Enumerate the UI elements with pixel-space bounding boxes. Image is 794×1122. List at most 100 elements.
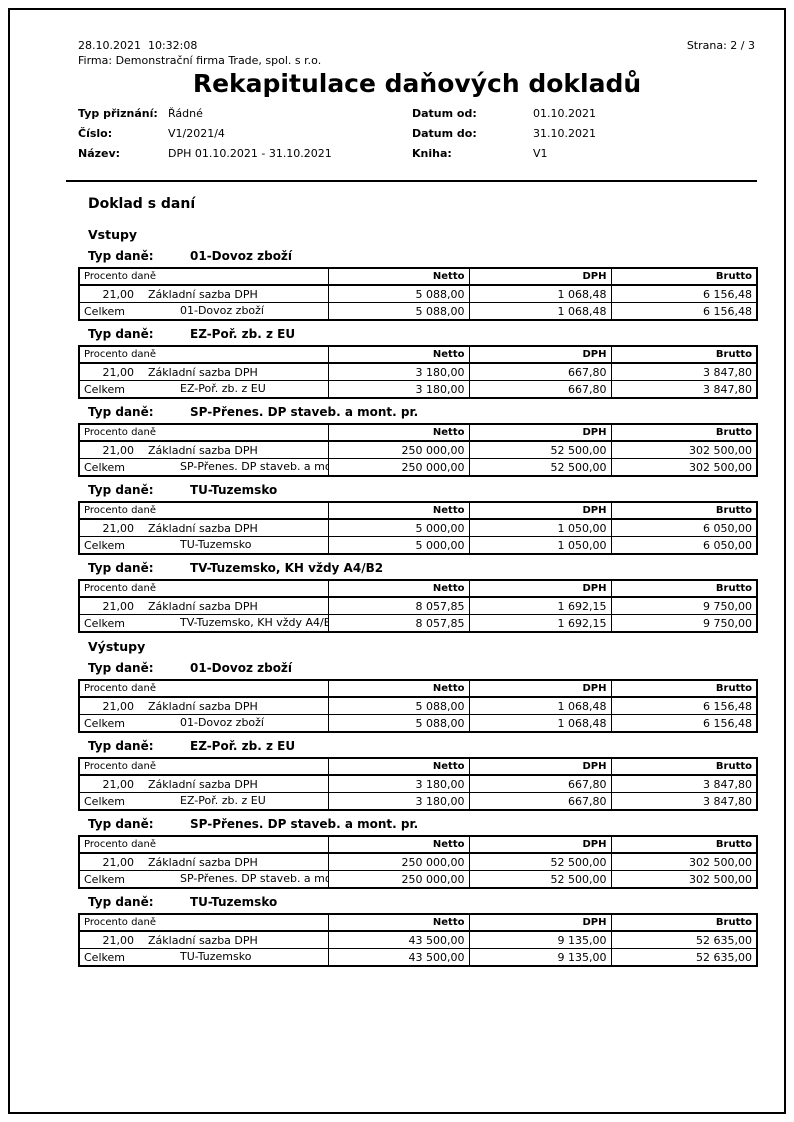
rate-label: Základní sazba DPH [148,287,258,301]
total-brutto: 6 156,48 [610,714,758,733]
total-label: Celkem [84,382,125,396]
total-brutto: 6 156,48 [610,302,758,321]
total-tax-type: TV-Tuzemsko, KH vždy A4/B2 [180,616,328,629]
tax-type-label: Typ daně: [88,739,154,753]
total-tax-type: SP-Přenes. DP staveb. a mont. pr. [180,872,327,885]
rate-label: Základní sazba DPH [148,443,258,457]
meta-label-typ-priznani: Typ přiznání: [78,107,158,120]
total-dph: 1 050,00 [468,536,612,555]
tax-table-block: Typ daně: 01-Dovoz zboží Procento daně Nett… [78,661,758,733]
rate-percent: 21,00 [102,521,135,535]
total-brutto: 302 500,00 [610,870,758,889]
meta-label-datum-do: Datum do: [412,127,477,140]
table-header-row: Procento daně Netto DPH Brutto [78,757,758,776]
tax-rate-row: 21,00 Základní sazba DPH 8 057,85 1 692,15 9… [78,596,758,615]
tax-type-row: Typ daně: 01-Dovoz zboží [78,661,756,676]
column-header-percent: Procento daně [78,345,329,364]
column-header-brutto: Brutto [610,423,758,442]
tax-type-name: EZ-Poř. zb. z EU [190,327,296,341]
tax-type-label: Typ daně: [88,249,154,263]
tax-table: Procento daně Netto DPH Brutto 21,00 Základní… [78,757,758,811]
meta-label-kniha: Kniha: [412,147,452,160]
tax-type-row: Typ daně: 01-Dovoz zboží [78,249,756,264]
column-header-brutto: Brutto [610,267,758,286]
tax-type-label: Typ daně: [88,327,154,341]
total-dph: 9 135,00 [468,948,612,967]
rate-cell: 21,00 Základní sazba DPH [78,852,329,871]
tax-table-block: Typ daně: TU-Tuzemsko Procento daně Netto DP… [78,895,758,967]
column-header-brutto: Brutto [610,913,758,932]
tax-rate-row: 21,00 Základní sazba DPH 250 000,00 52 500,… [78,440,758,459]
total-row: Celkem EZ-Poř. zb. z EU 3 180,00 667,80 3 84… [78,792,758,811]
table-header-row: Procento daně Netto DPH Brutto [78,679,758,698]
rate-cell: 21,00 Základní sazba DPH [78,930,329,949]
netto-value: 43 500,00 [327,930,470,949]
total-tax-type: TU-Tuzemsko [180,538,252,551]
total-netto: 43 500,00 [327,948,470,967]
report-title: Rekapitulace daňových dokladů [192,69,642,98]
meta-value-kniha: V1 [533,147,548,160]
tax-rate-row: 21,00 Základní sazba DPH 5 088,00 1 068,48 6… [78,284,758,303]
brutto-value: 52 635,00 [610,930,758,949]
tax-type-label: Typ daně: [88,561,154,575]
dph-value: 1 068,48 [468,696,612,715]
column-header-brutto: Brutto [610,579,758,598]
column-header-dph: DPH [468,835,612,854]
total-brutto: 6 050,00 [610,536,758,555]
page-border-frame [8,8,786,1114]
total-netto: 8 057,85 [327,614,470,633]
table-header-row: Procento daně Netto DPH Brutto [78,579,758,598]
total-brutto: 52 635,00 [610,948,758,967]
column-header-percent: Procento daně [78,501,329,520]
total-cell: Celkem 01-Dovoz zboží [78,714,329,733]
total-tax-type: EZ-Poř. zb. z EU [180,794,266,807]
tax-type-label: Typ daně: [88,895,154,909]
meta-value-nazev: DPH 01.10.2021 - 31.10.2021 [168,147,332,160]
column-header-dph: DPH [468,913,612,932]
tax-table: Procento daně Netto DPH Brutto 21,00 Základní… [78,913,758,967]
tax-type-row: Typ daně: SP-Přenes. DP staveb. a mont. p… [78,817,756,832]
total-label: Celkem [84,304,125,318]
total-netto: 250 000,00 [327,870,470,889]
total-netto: 250 000,00 [327,458,470,477]
meta-row: Typ přiznání: Řádné Datum od: 01.10.2021 [78,107,756,127]
total-row: Celkem SP-Přenes. DP staveb. a mont. pr.2… [78,870,758,889]
meta-block: Typ přiznání: Řádné Datum od: 01.10.2021… [78,107,756,167]
tax-table-block: Typ daně: SP-Přenes. DP staveb. a mont. p… [78,817,758,889]
header-divider [66,180,757,182]
rate-label: Základní sazba DPH [148,699,258,713]
tax-table-block: Typ daně: 01-Dovoz zboží Procento daně Nett… [78,249,758,321]
total-label: Celkem [84,872,125,886]
total-cell: Celkem EZ-Poř. zb. z EU [78,380,329,399]
total-netto: 3 180,00 [327,792,470,811]
dph-value: 1 692,15 [468,596,612,615]
rate-cell: 21,00 Základní sazba DPH [78,362,329,381]
tax-rate-row: 21,00 Základní sazba DPH 43 500,00 9 135,00… [78,930,758,949]
dph-value: 667,80 [468,362,612,381]
column-header-dph: DPH [468,345,612,364]
column-header-percent: Procento daně [78,423,329,442]
company-line: Firma: Demonstrační firma Trade, spol. s… [78,54,322,67]
total-label: Celkem [84,794,125,808]
report-sections: Vstupy Typ daně: 01-Dovoz zboží Procento da… [78,225,758,973]
tax-type-label: Typ daně: [88,405,154,419]
total-row: Celkem SP-Přenes. DP staveb. a mont. pr.2… [78,458,758,477]
tax-type-name: TU-Tuzemsko [190,483,278,497]
rate-cell: 21,00 Základní sazba DPH [78,596,329,615]
tax-table: Procento daně Netto DPH Brutto 21,00 Základní… [78,579,758,633]
total-label: Celkem [84,950,125,964]
tax-type-name: TV-Tuzemsko, KH vždy A4/B2 [190,561,384,575]
column-header-percent: Procento daně [78,267,329,286]
tax-type-label: Typ daně: [88,817,154,831]
rate-label: Základní sazba DPH [148,933,258,947]
rate-percent: 21,00 [102,777,135,791]
total-label: Celkem [84,538,125,552]
page-number: Strana: 2 / 3 [686,39,755,52]
column-header-brutto: Brutto [610,679,758,698]
column-header-dph: DPH [468,423,612,442]
total-cell: Celkem TV-Tuzemsko, KH vždy A4/B2 [78,614,329,633]
column-header-netto: Netto [327,757,470,776]
tax-table-block: Typ daně: EZ-Poř. zb. z EU Procento daně Ne… [78,327,758,399]
table-header-row: Procento daně Netto DPH Brutto [78,501,758,520]
tax-type-name: EZ-Poř. zb. z EU [190,739,296,753]
